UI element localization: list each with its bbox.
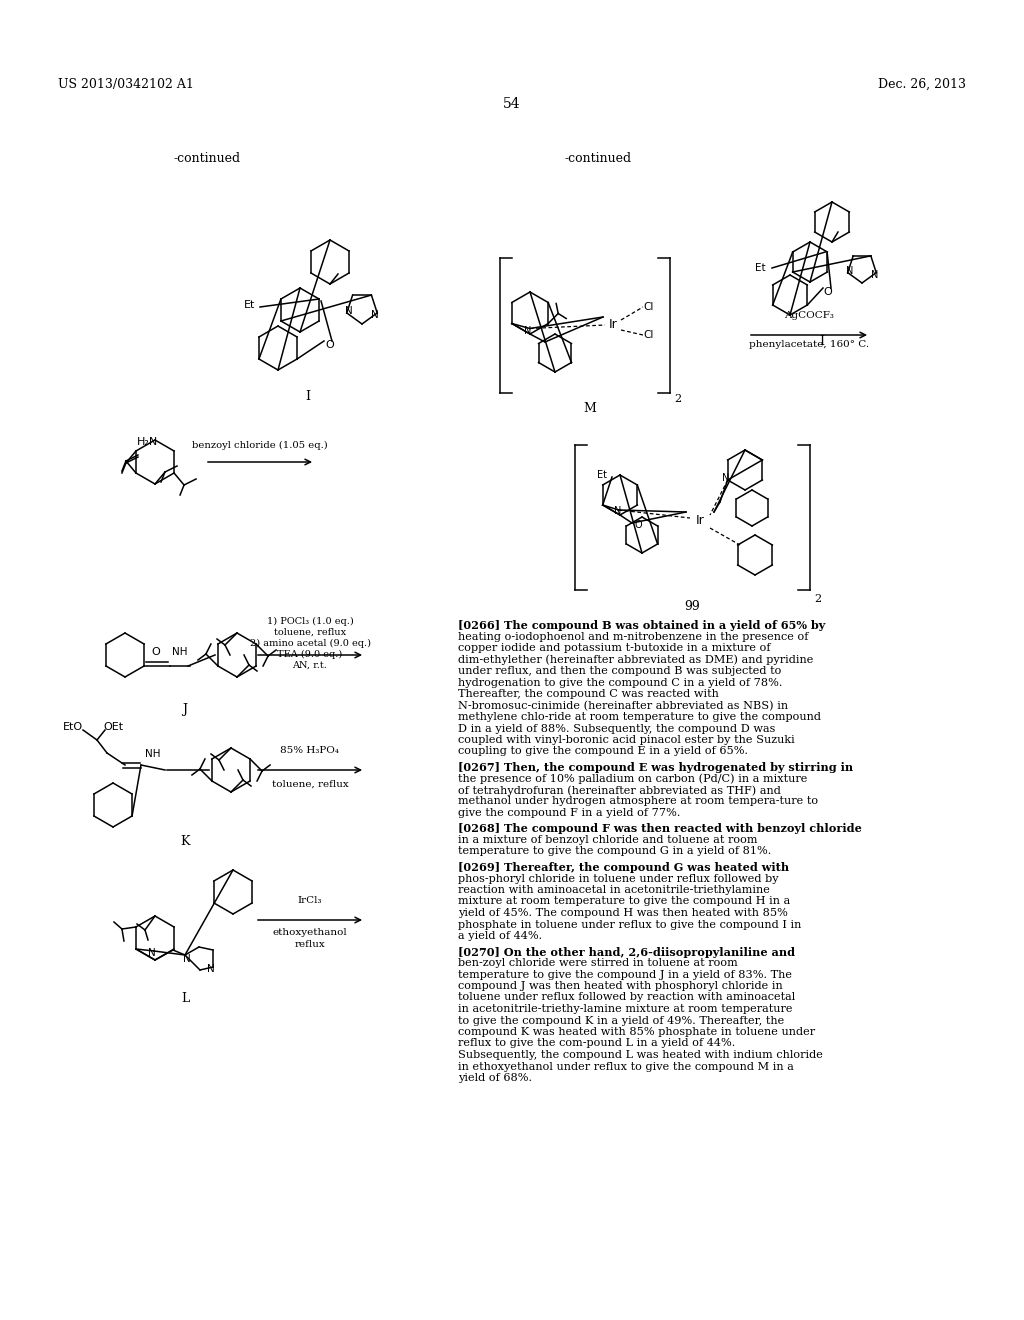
- Text: yield of 45%. The compound H was then heated with 85%: yield of 45%. The compound H was then he…: [458, 908, 787, 917]
- Text: phenylacetate, 160° C.: phenylacetate, 160° C.: [749, 341, 869, 348]
- Text: N: N: [207, 964, 215, 974]
- Text: yield of 68%.: yield of 68%.: [458, 1073, 532, 1082]
- Text: Ir: Ir: [608, 318, 617, 331]
- Text: in acetonitrile-triethy-lamine mixture at room temperature: in acetonitrile-triethy-lamine mixture a…: [458, 1005, 793, 1014]
- Text: give the compound F in a yield of 77%.: give the compound F in a yield of 77%.: [458, 808, 680, 818]
- Text: a yield of 44%.: a yield of 44%.: [458, 931, 542, 941]
- Text: 1) POCl₃ (1.0 eq.): 1) POCl₃ (1.0 eq.): [266, 616, 353, 626]
- Text: benzoyl chloride (1.05 eq.): benzoyl chloride (1.05 eq.): [193, 441, 328, 450]
- Text: K: K: [180, 836, 189, 847]
- Text: to give the compound K in a yield of 49%. Thereafter, the: to give the compound K in a yield of 49%…: [458, 1015, 784, 1026]
- Text: EtO: EtO: [62, 722, 83, 733]
- Text: Cl: Cl: [643, 330, 653, 341]
- Text: copper iodide and potassium t-butoxide in a mixture of: copper iodide and potassium t-butoxide i…: [458, 643, 770, 653]
- Text: temperature to give the compound J in a yield of 83%. The: temperature to give the compound J in a …: [458, 969, 792, 979]
- Text: IrCl₃: IrCl₃: [298, 896, 323, 906]
- Text: N: N: [148, 948, 156, 958]
- Text: [0267] Then, the compound E was hydrogenated by stirring in: [0267] Then, the compound E was hydrogen…: [458, 762, 853, 774]
- Text: O: O: [823, 286, 833, 297]
- Text: N: N: [345, 306, 352, 315]
- Text: N: N: [372, 310, 379, 319]
- Text: -continued: -continued: [564, 152, 632, 165]
- Text: toluene, reflux: toluene, reflux: [271, 780, 348, 789]
- Text: Et: Et: [597, 470, 607, 480]
- Text: methylene chlo-ride at room temperature to give the compound: methylene chlo-ride at room temperature …: [458, 711, 821, 722]
- Text: N: N: [870, 269, 878, 280]
- Text: Thereafter, the compound C was reacted with: Thereafter, the compound C was reacted w…: [458, 689, 719, 700]
- Text: 2: 2: [674, 395, 681, 404]
- Text: temperature to give the compound G in a yield of 81%.: temperature to give the compound G in a …: [458, 846, 771, 857]
- Text: phosphate in toluene under reflux to give the compound I in: phosphate in toluene under reflux to giv…: [458, 920, 802, 929]
- Text: [0266] The compound B was obtained in a yield of 65% by: [0266] The compound B was obtained in a …: [458, 620, 825, 631]
- Text: D in a yield of 88%. Subsequently, the compound D was: D in a yield of 88%. Subsequently, the c…: [458, 723, 775, 734]
- Text: heating o-iodophoenol and m-nitrobenzene in the presence of: heating o-iodophoenol and m-nitrobenzene…: [458, 631, 808, 642]
- Text: 2: 2: [814, 594, 821, 605]
- Text: N: N: [183, 954, 190, 964]
- Text: the presence of 10% palladium on carbon (Pd/C) in a mixture: the presence of 10% palladium on carbon …: [458, 774, 807, 784]
- Text: O: O: [152, 647, 161, 657]
- Text: AN, r.t.: AN, r.t.: [293, 660, 328, 669]
- Text: [0270] On the other hand, 2,6-diisopropylaniline and: [0270] On the other hand, 2,6-diisopropy…: [458, 946, 795, 957]
- Text: toluene, reflux: toluene, reflux: [274, 627, 346, 636]
- Text: reaction with aminoacetal in acetonitrile-triethylamine: reaction with aminoacetal in acetonitril…: [458, 884, 770, 895]
- Text: 54: 54: [503, 96, 521, 111]
- Text: 99: 99: [684, 601, 699, 612]
- Text: Cl: Cl: [643, 302, 653, 312]
- Text: -continued: -continued: [173, 152, 241, 165]
- Text: [0269] Thereafter, the compound G was heated with: [0269] Thereafter, the compound G was he…: [458, 862, 790, 873]
- Text: US 2013/0342102 A1: US 2013/0342102 A1: [58, 78, 194, 91]
- Text: coupling to give the compound E in a yield of 65%.: coupling to give the compound E in a yie…: [458, 747, 748, 756]
- Text: N: N: [614, 506, 622, 516]
- Text: M: M: [584, 403, 596, 416]
- Text: Et: Et: [756, 263, 766, 273]
- Text: TEA (9.0 eq.): TEA (9.0 eq.): [278, 649, 343, 659]
- Text: I: I: [819, 335, 824, 348]
- Text: in ethoxyethanol under reflux to give the compound M in a: in ethoxyethanol under reflux to give th…: [458, 1061, 794, 1072]
- Text: methanol under hydrogen atmosphere at room tempera-ture to: methanol under hydrogen atmosphere at ro…: [458, 796, 818, 807]
- Text: 85% H₃PO₄: 85% H₃PO₄: [281, 746, 340, 755]
- Text: H₂N: H₂N: [137, 437, 159, 447]
- Text: NH: NH: [172, 647, 187, 657]
- Text: toluene under reflux followed by reaction with aminoacetal: toluene under reflux followed by reactio…: [458, 993, 796, 1002]
- Text: J: J: [182, 704, 187, 715]
- Text: under reflux, and then the compound B was subjected to: under reflux, and then the compound B wa…: [458, 667, 781, 676]
- Text: reflux: reflux: [295, 940, 326, 949]
- Text: coupled with vinyl-boronic acid pinacol ester by the Suzuki: coupled with vinyl-boronic acid pinacol …: [458, 735, 795, 744]
- Text: compound K was heated with 85% phosphate in toluene under: compound K was heated with 85% phosphate…: [458, 1027, 815, 1038]
- Text: I: I: [305, 389, 310, 403]
- Text: N: N: [846, 265, 853, 276]
- Text: Dec. 26, 2013: Dec. 26, 2013: [878, 78, 966, 91]
- Text: OEt: OEt: [103, 722, 123, 733]
- Text: AgCOCF₃: AgCOCF₃: [784, 312, 834, 319]
- Text: [0268] The compound F was then reacted with benzoyl chloride: [0268] The compound F was then reacted w…: [458, 824, 862, 834]
- Text: dim-ethylether (hereinafter abbreviated as DME) and pyridine: dim-ethylether (hereinafter abbreviated …: [458, 655, 813, 665]
- Text: O: O: [634, 520, 642, 531]
- Text: NH: NH: [145, 748, 161, 759]
- Text: reflux to give the com-pound L in a yield of 44%.: reflux to give the com-pound L in a yiel…: [458, 1039, 735, 1048]
- Text: L: L: [181, 993, 189, 1005]
- Text: hydrogenation to give the compound C in a yield of 78%.: hydrogenation to give the compound C in …: [458, 677, 782, 688]
- Text: compound J was then heated with phosphoryl chloride in: compound J was then heated with phosphor…: [458, 981, 782, 991]
- Text: N: N: [722, 473, 729, 483]
- Text: Ir: Ir: [695, 513, 705, 527]
- Text: ethoxyethanol: ethoxyethanol: [272, 928, 347, 937]
- Text: N: N: [524, 326, 531, 335]
- Text: 2) amino acetal (9.0 eq.): 2) amino acetal (9.0 eq.): [250, 639, 371, 648]
- Text: N-bromosuc-cinimide (hereinafter abbreviated as NBS) in: N-bromosuc-cinimide (hereinafter abbrevi…: [458, 701, 788, 710]
- Text: phos-phoryl chloride in toluene under reflux followed by: phos-phoryl chloride in toluene under re…: [458, 874, 778, 883]
- Text: mixture at room temperature to give the compound H in a: mixture at room temperature to give the …: [458, 896, 791, 907]
- Text: O: O: [326, 341, 335, 350]
- Text: Et: Et: [244, 300, 255, 310]
- Text: of tetrahydrofuran (hereinafter abbreviated as THF) and: of tetrahydrofuran (hereinafter abbrevia…: [458, 785, 781, 796]
- Text: Subsequently, the compound L was heated with indium chloride: Subsequently, the compound L was heated …: [458, 1049, 823, 1060]
- Text: ben-zoyl chloride were stirred in toluene at room: ben-zoyl chloride were stirred in toluen…: [458, 958, 737, 968]
- Text: in a mixture of benzoyl chloride and toluene at room: in a mixture of benzoyl chloride and tol…: [458, 836, 758, 845]
